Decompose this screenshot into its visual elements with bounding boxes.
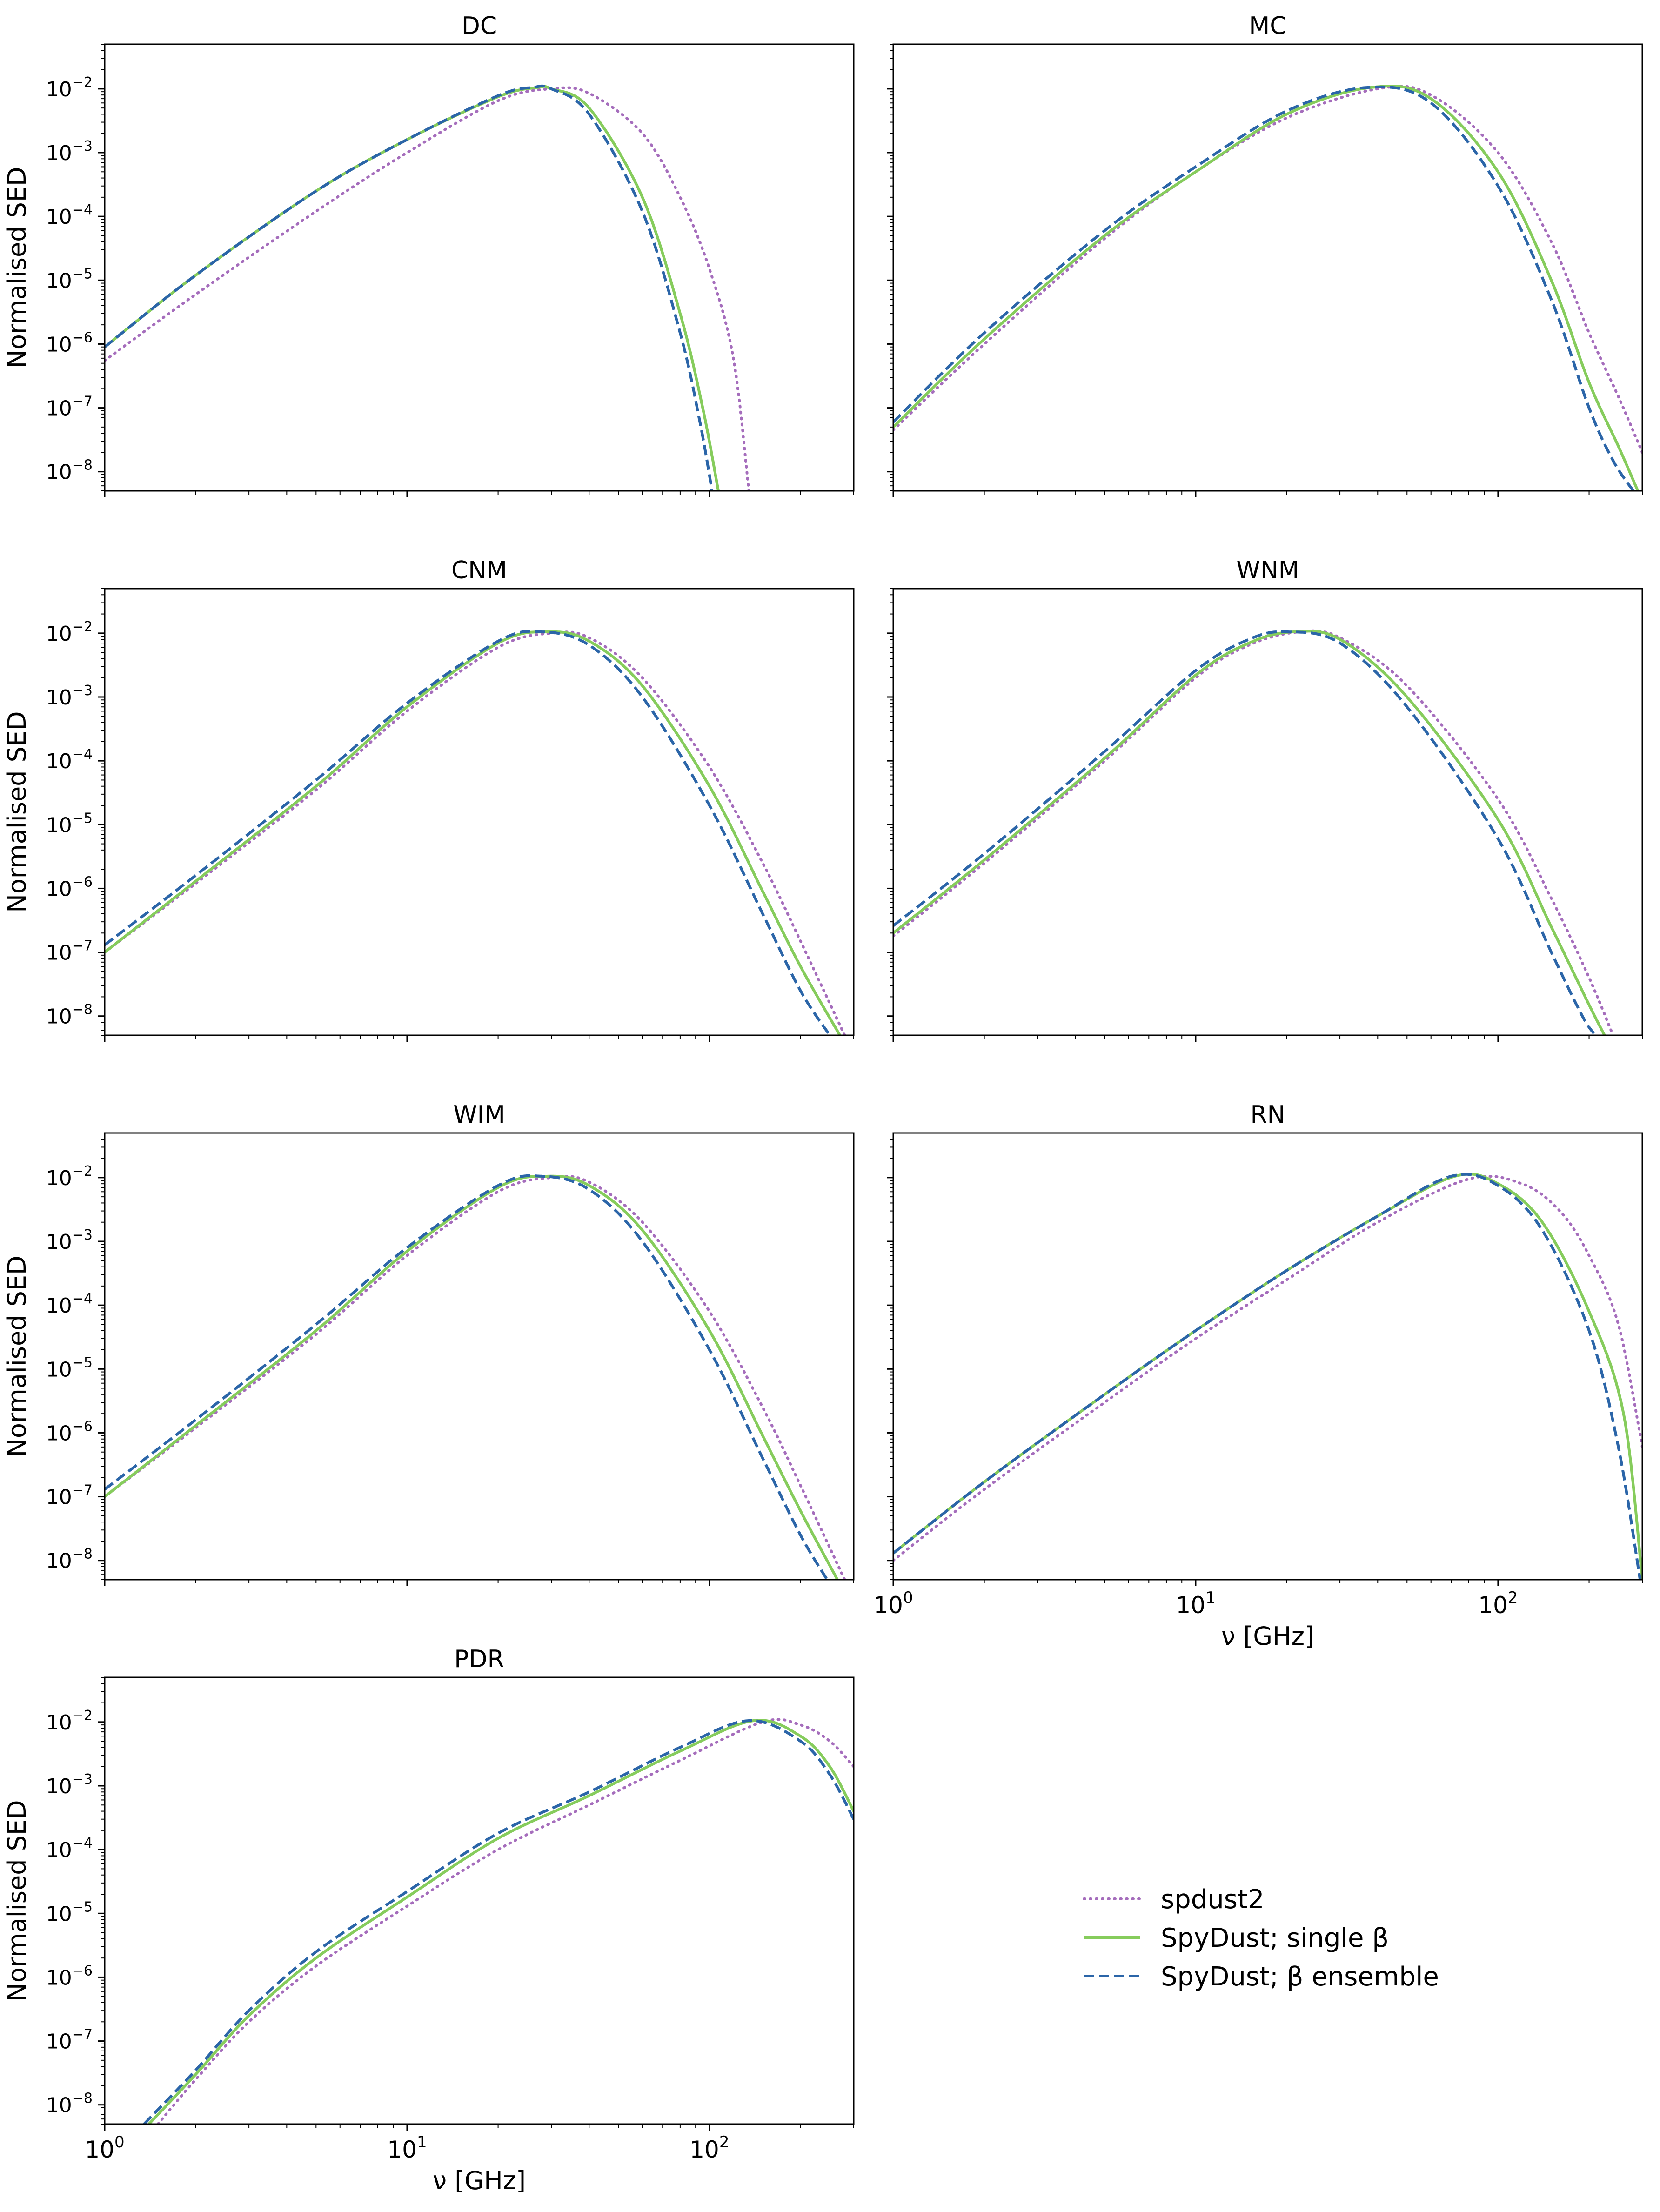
series-group-wim xyxy=(105,1174,846,1580)
series-line-spydust-ensemble xyxy=(893,1173,1642,1580)
y-tick-label: 10−5 xyxy=(46,810,93,837)
y-tick-label: 10−6 xyxy=(46,329,93,356)
y-tick-label: 10−7 xyxy=(46,938,93,965)
y-tick-label: 10−7 xyxy=(46,1482,93,1509)
y-tick-label: 10−4 xyxy=(46,1291,93,1318)
y-tick-label: 10−2 xyxy=(46,74,93,101)
y-tick-label: 10−2 xyxy=(46,1163,93,1190)
series-line-spydust-single xyxy=(893,630,1606,1035)
series-line-spydust-single xyxy=(893,1173,1642,1580)
series-line-spdust2 xyxy=(893,85,1642,454)
y-tick-label: 10−4 xyxy=(46,1835,93,1862)
series-line-spydust-single xyxy=(147,1719,854,2124)
panel-title-dc: DC xyxy=(462,12,497,40)
y-tick-label: 10−8 xyxy=(46,1002,93,1029)
series-line-spydust-ensemble xyxy=(893,630,1597,1035)
legend: spdust2 SpyDust; single β SpyDust; β ens… xyxy=(1083,1884,1439,1992)
panel-title-mc: MC xyxy=(1249,12,1286,40)
series-group-mc xyxy=(893,85,1642,491)
y-tick-label: 10−3 xyxy=(46,138,93,165)
series-line-spydust-ensemble xyxy=(105,630,831,1035)
y-tick-label: 10−2 xyxy=(46,619,93,646)
panels-layer: DC 10−2 10−3 10−4 10−5 10−6 10−7 10−8 Normalised… xyxy=(2,12,1643,2195)
y-axis-label: Normalised SED xyxy=(2,1800,32,2001)
panel-title-cnm: CNM xyxy=(451,556,507,584)
axes-frame-rn xyxy=(892,1132,1643,1581)
panel-dc: DC 10−2 10−3 10−4 10−5 10−6 10−7 10−8 Normalised… xyxy=(2,12,855,497)
y-tick-label: 10−7 xyxy=(46,394,93,421)
axes-frame-wnm xyxy=(892,588,1643,1036)
axes-frame-wim xyxy=(104,1132,855,1581)
series-line-spydust-ensemble xyxy=(893,85,1635,491)
y-tick-label: 10−7 xyxy=(46,2027,93,2054)
x-axis-label: ν [GHz] xyxy=(433,2166,526,2195)
axes-frame-mc xyxy=(892,43,1643,492)
x-tick-label: 100 xyxy=(85,2133,124,2163)
series-line-spdust2 xyxy=(893,1174,1642,1562)
series-group-rn xyxy=(893,1173,1642,1580)
y-tick-label: 10−4 xyxy=(46,202,93,229)
y-axis-label: Normalised SED xyxy=(2,711,32,912)
legend-label-single-beta: SpyDust; single β xyxy=(1161,1923,1389,1953)
legend-label-spdust2: spdust2 xyxy=(1161,1884,1265,1915)
x-tick-label: 101 xyxy=(1176,1589,1215,1619)
y-tick-label: 10−8 xyxy=(46,457,93,484)
panel-wnm: WNM xyxy=(887,556,1643,1042)
panel-mc: MC xyxy=(887,12,1643,497)
axes-frame-dc xyxy=(104,43,855,492)
series-line-spdust2 xyxy=(105,1175,846,1580)
x-axis-label: ν [GHz] xyxy=(1221,1622,1314,1651)
series-line-spydust-single xyxy=(105,1174,839,1580)
panel-cnm: CNM 10−2 10−3 10−4 10−5 10−6 10−7 10−8 Normalise… xyxy=(2,556,855,1042)
panel-title-rn: RN xyxy=(1250,1101,1285,1129)
panel-rn: RN 100 101 102 ν [GHz] xyxy=(873,1101,1643,1651)
y-axis-label: Normalised SED xyxy=(2,1255,32,1457)
y-tick-label: 10−5 xyxy=(46,1899,93,1926)
x-tick-label: 102 xyxy=(689,2133,729,2163)
y-tick-label: 10−2 xyxy=(46,1708,93,1735)
panel-title-pdr: PDR xyxy=(454,1645,504,1673)
series-line-spdust2 xyxy=(156,1718,854,2124)
x-tick-label: 100 xyxy=(873,1589,913,1619)
series-line-spydust-ensemble xyxy=(105,84,714,491)
series-group-pdr xyxy=(143,1718,854,2124)
axes-frame-pdr xyxy=(104,1676,855,2125)
y-tick-label: 10−8 xyxy=(46,2091,93,2118)
series-line-spydust-ensemble xyxy=(143,1719,854,2124)
y-tick-label: 10−5 xyxy=(46,1354,93,1381)
y-tick-label: 10−5 xyxy=(46,266,93,293)
y-tick-label: 10−3 xyxy=(46,683,93,710)
series-group-wnm xyxy=(893,629,1614,1035)
series-line-spdust2 xyxy=(105,86,750,491)
x-tick-label: 102 xyxy=(1478,1589,1518,1619)
y-tick-label: 10−6 xyxy=(46,1418,93,1445)
series-line-spydust-single xyxy=(105,630,841,1035)
panel-pdr: PDR 10−2 10−3 10−4 10−5 10−6 10−7 10−8 100 101 102… xyxy=(2,1645,855,2195)
series-line-spydust-single xyxy=(105,85,720,491)
y-tick-label: 10−3 xyxy=(46,1227,93,1254)
x-tick-label: 101 xyxy=(387,2133,427,2163)
axes-frame-cnm xyxy=(104,588,855,1036)
y-tick-label: 10−6 xyxy=(46,1963,93,1990)
panel-title-wnm: WNM xyxy=(1236,556,1299,584)
y-tick-label: 10−6 xyxy=(46,874,93,901)
y-tick-label: 10−8 xyxy=(46,1546,93,1573)
series-line-spdust2 xyxy=(105,630,846,1035)
series-group-dc xyxy=(105,84,750,491)
series-group-cnm xyxy=(105,630,846,1035)
series-line-spydust-ensemble xyxy=(105,1174,829,1580)
legend-label-beta-ensemble: SpyDust; β ensemble xyxy=(1161,1962,1439,1992)
panel-wim: WIM 10−2 10−3 10−4 10−5 10−6 10−7 10−8 Normalise… xyxy=(2,1101,855,1586)
panel-title-wim: WIM xyxy=(453,1101,505,1129)
y-tick-label: 10−4 xyxy=(46,746,93,773)
y-axis-label: Normalised SED xyxy=(2,167,32,368)
series-line-spydust-single xyxy=(893,85,1640,491)
y-tick-label: 10−3 xyxy=(46,1771,93,1798)
